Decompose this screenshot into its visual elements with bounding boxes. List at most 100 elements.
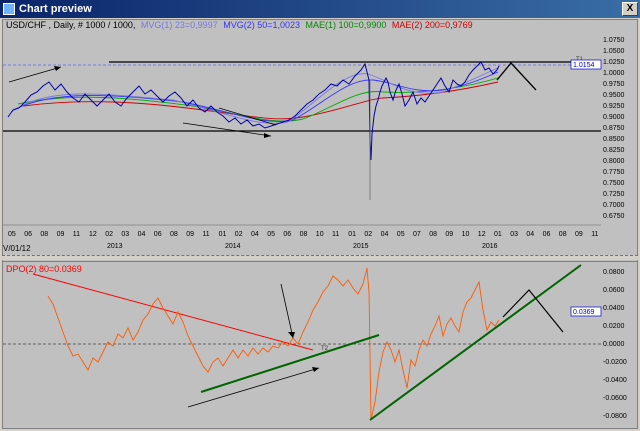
x-month-tick: 10: [462, 231, 470, 238]
price-y-tick: 1.0750: [603, 37, 625, 44]
trend-arrow-down-1: [218, 107, 277, 126]
oscillator-trend-green-2: [369, 264, 582, 421]
price-y-tick: 1.0000: [603, 70, 625, 77]
legend-symbol: USD/CHF , Daily, # 1000 / 1000,: [6, 20, 135, 30]
x-month-tick: 01: [494, 231, 502, 238]
price-y-tick: 0.8250: [603, 147, 625, 154]
x-month-tick: 12: [478, 231, 486, 238]
legend-mvg1: MVG(1) 23=0,9997: [141, 20, 218, 30]
oscillator-panel[interactable]: T2 0.0800 0.0600 0.0400 0.0200 0.0000 -0.0200…: [2, 261, 638, 429]
date-readout: V/01/12: [3, 244, 31, 253]
x-month-tick: 08: [170, 231, 178, 238]
price-y-tick: 0.7000: [603, 202, 625, 209]
svg-text:USD/CHF , Daily, # 1000 / 1000: USD/CHF , Daily, # 1000 / 1000, MVG(1) 2…: [6, 20, 473, 30]
x-month-tick: 12: [89, 231, 97, 238]
price-y-tick: 0.9750: [603, 81, 625, 88]
x-year-label: 2016: [482, 243, 498, 250]
window-title: Chart preview: [19, 3, 92, 15]
x-month-tick: 11: [591, 231, 598, 238]
oscillator-y-tick: -0.0400: [603, 377, 627, 384]
x-month-tick: 05: [8, 231, 16, 238]
x-month-tick: 07: [413, 231, 421, 238]
oscillator-y-tick: 0.0000: [603, 341, 625, 348]
x-year-label: 2014: [225, 243, 241, 250]
x-month-tick: 03: [510, 231, 518, 238]
current-dpo-label: 0.0369: [573, 309, 595, 316]
oscillator-trend-green-1: [200, 334, 380, 393]
oscillator-y-tick: -0.0200: [603, 359, 627, 366]
price-x-axis: 05 06 08 09 11 12 02 03 04 06 08 09 11 01 02 04 05 06 08 10…: [8, 231, 599, 250]
trend-arrow-up: [8, 66, 62, 83]
price-line: [7, 61, 500, 161]
x-month-tick: 04: [381, 231, 389, 238]
oscillator-projection: [502, 289, 564, 333]
x-month-tick: 08: [300, 231, 308, 238]
legend-mae1: MAE(1) 100=0,9900: [306, 20, 387, 30]
price-y-tick: 0.8000: [603, 158, 625, 165]
oscillator-y-axis: 0.0800 0.0600 0.0400 0.0200 0.0000 -0.0200 -0.…: [603, 269, 627, 420]
x-month-tick: 03: [121, 231, 129, 238]
x-year-label: 2013: [107, 243, 123, 250]
x-month-tick: 01: [219, 231, 227, 238]
oscillator-arrow-down: [280, 283, 294, 339]
x-month-tick: 08: [559, 231, 567, 238]
x-month-tick: 02: [105, 231, 113, 238]
legend-mvg2: MVG(2) 50=1,0023: [223, 20, 300, 30]
x-month-tick: 05: [397, 231, 405, 238]
x-month-tick: 04: [526, 231, 534, 238]
x-month-tick: 04: [251, 231, 259, 238]
oscillator-y-tick: 0.0200: [603, 323, 625, 330]
x-month-tick: 08: [40, 231, 48, 238]
current-price-label: 1.0154: [573, 62, 595, 69]
x-month-tick: 06: [283, 231, 291, 238]
window-titlebar: Chart preview X: [0, 0, 640, 18]
t2-label: T2: [321, 346, 329, 352]
price-y-tick: 0.9250: [603, 103, 625, 110]
price-y-tick: 0.8750: [603, 125, 625, 132]
mvg1-line: [10, 67, 499, 124]
price-chart-panel[interactable]: T1 1.07501.05001.02501.00000.97500.95000…: [2, 19, 638, 266]
price-y-tick: 0.8500: [603, 136, 625, 143]
app-icon: [3, 3, 15, 15]
x-month-tick: 11: [332, 231, 339, 238]
price-y-tick: 0.6750: [603, 213, 625, 220]
oscillator-arrow-up: [187, 367, 320, 408]
x-month-tick: 09: [186, 231, 194, 238]
x-month-tick: 09: [575, 231, 583, 238]
price-y-tick: 0.7250: [603, 191, 625, 198]
price-y-tick: 1.0250: [603, 59, 625, 66]
x-month-tick: 11: [73, 231, 80, 238]
x-month-tick: 06: [24, 231, 32, 238]
x-month-tick: 09: [445, 231, 453, 238]
x-month-tick: 09: [57, 231, 65, 238]
price-y-tick: 0.9000: [603, 114, 625, 121]
x-month-tick: 08: [429, 231, 437, 238]
close-button[interactable]: X: [622, 2, 638, 16]
x-month-tick: 06: [543, 231, 551, 238]
panel-splitter[interactable]: [2, 255, 638, 260]
mae2-line: [22, 81, 499, 120]
price-y-tick: 0.7500: [603, 180, 625, 187]
price-y-tick: 1.0500: [603, 48, 625, 55]
x-month-tick: 02: [235, 231, 243, 238]
x-month-tick: 04: [138, 231, 146, 238]
x-month-tick: 10: [316, 231, 324, 238]
trend-arrow-down-2: [182, 122, 272, 137]
x-month-tick: 06: [154, 231, 162, 238]
x-month-tick: 11: [202, 231, 209, 238]
oscillator-y-tick: -0.0600: [603, 395, 627, 402]
projection-line: [496, 62, 537, 91]
x-month-tick: 01: [348, 231, 356, 238]
legend-mae2: MAE(2) 200=0,9769: [392, 20, 473, 30]
price-y-tick: 0.7750: [603, 169, 625, 176]
price-y-axis: 1.0750 1.0500 1.0250 1.0000 0.9750 0.9500 0.92…: [603, 37, 625, 220]
x-year-label: 2015: [353, 243, 369, 250]
oscillator-y-tick: 0.0800: [603, 269, 625, 276]
oscillator-y-tick: -0.0800: [603, 413, 627, 420]
mvg2-line: [12, 71, 499, 122]
oscillator-y-tick: 0.0400: [603, 305, 625, 312]
oscillator-y-tick: 0.0600: [603, 287, 625, 294]
x-month-tick: 02: [364, 231, 372, 238]
dpo-legend: DPO(2) 80=0.0369: [6, 264, 82, 274]
x-month-tick: 05: [267, 231, 275, 238]
